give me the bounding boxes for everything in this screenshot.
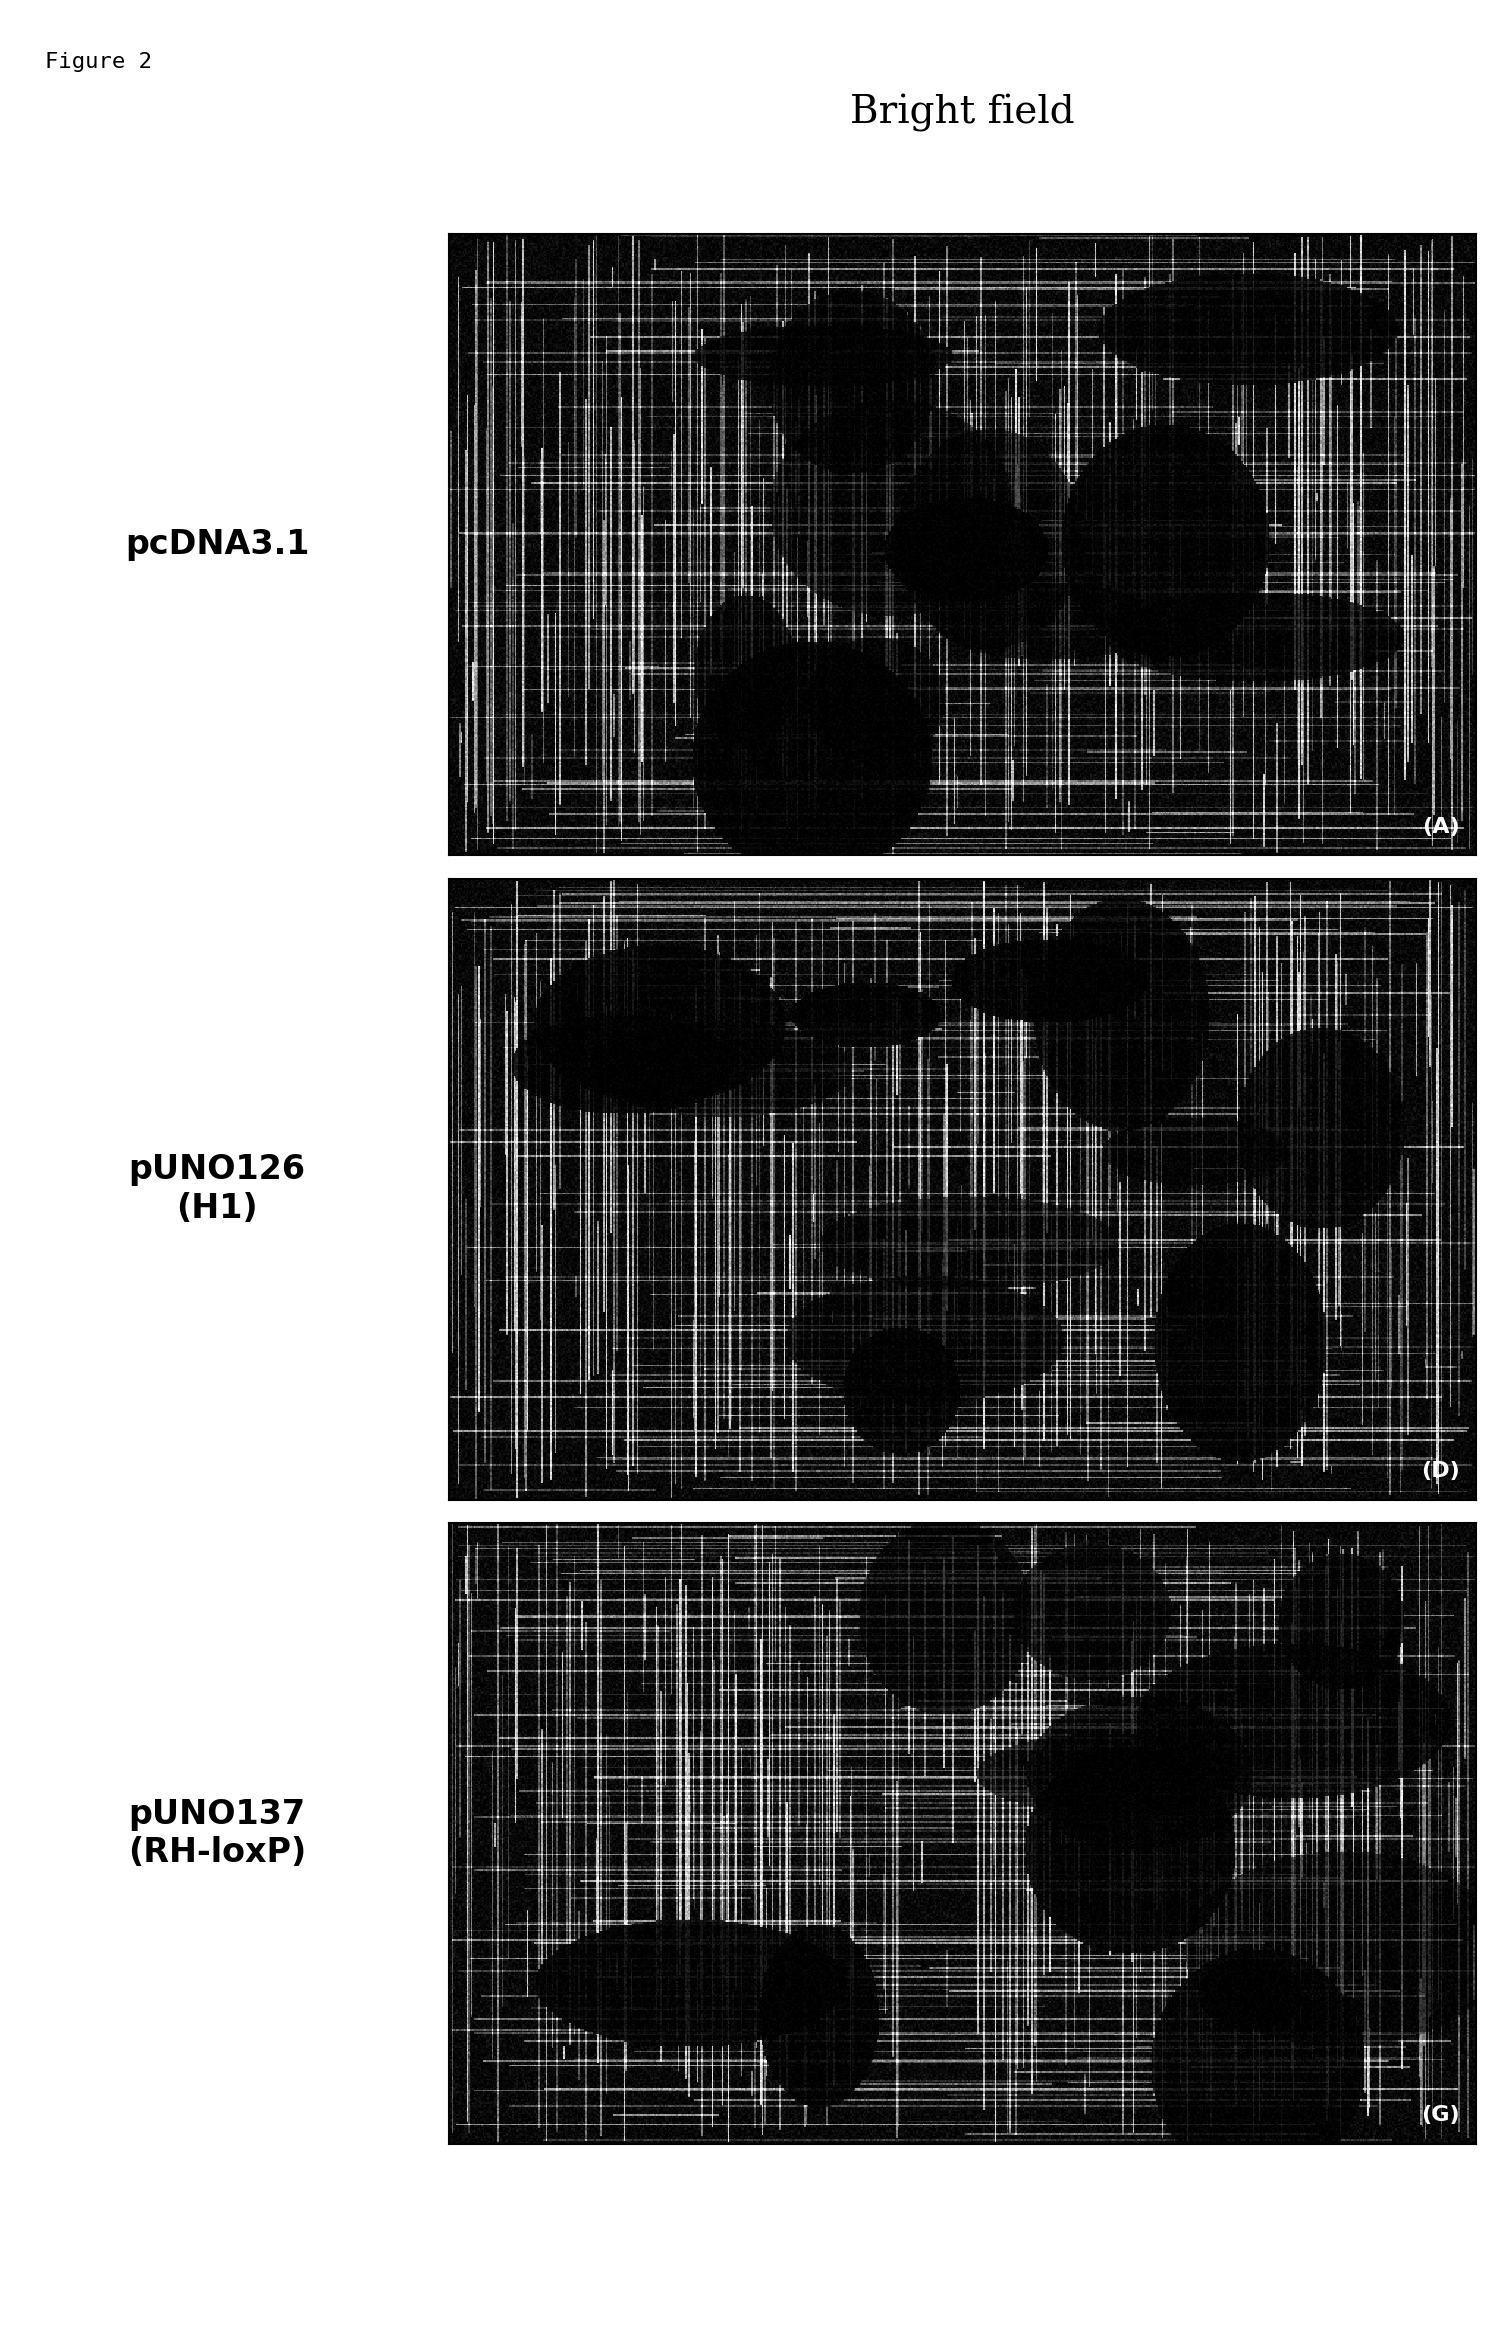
Text: (D): (D): [1422, 1462, 1461, 1481]
Text: (G): (G): [1422, 2106, 1461, 2125]
Text: pcDNA3.1: pcDNA3.1: [124, 527, 310, 562]
Text: (A): (A): [1423, 818, 1461, 836]
Text: pUNO126
(H1): pUNO126 (H1): [129, 1153, 306, 1225]
Text: Bright field: Bright field: [851, 94, 1074, 131]
Text: pUNO137
(RH-loxP): pUNO137 (RH-loxP): [129, 1797, 306, 1870]
Text: Figure 2: Figure 2: [45, 52, 151, 73]
